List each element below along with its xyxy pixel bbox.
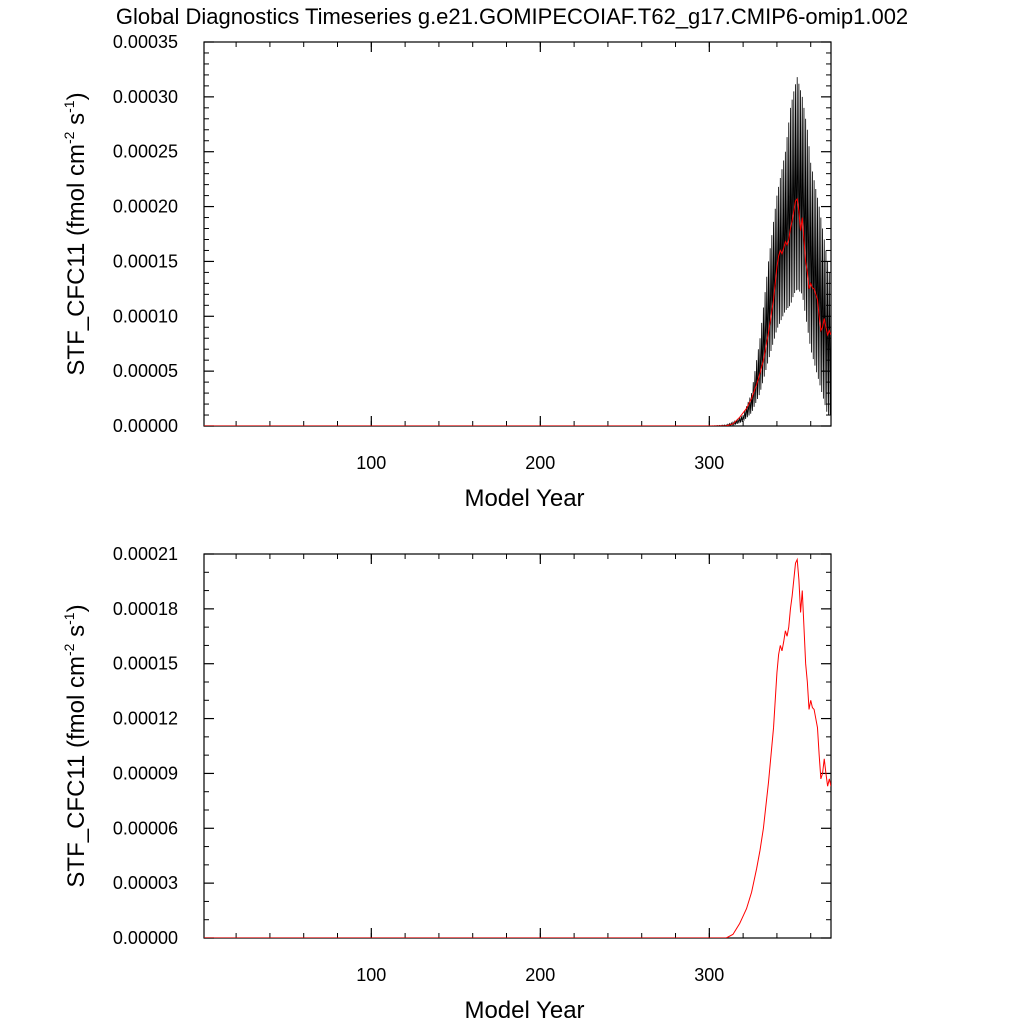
x-axis-title: Model Year [464, 997, 584, 1024]
bottom-plot: 100 200 300 0.00000 0.00003 0.00006 0.00009 0.0… [61, 544, 832, 1024]
y-tick-label: 0.00005 [113, 361, 178, 381]
y-tick-label: 0.00021 [113, 544, 178, 564]
y-tick-label: 0.00000 [113, 416, 178, 436]
annual-mean-series-line [204, 197, 831, 426]
y-tick-label: 0.00012 [113, 709, 178, 729]
plot-frame [203, 41, 832, 427]
y-axis-title: STF_CFC11 (fmol cm-2 s-1) [61, 604, 90, 887]
x-tick-label: 200 [525, 965, 555, 985]
annual-mean-series-line [204, 557, 831, 938]
x-tick-label: 300 [694, 965, 724, 985]
x-tick-label: 100 [356, 965, 386, 985]
x-tick-label: 100 [356, 453, 386, 473]
y-tick-label: 0.00009 [113, 763, 178, 783]
page-title: Global Diagnostics Timeseries g.e21.GOMI… [116, 4, 908, 29]
y-tick-label: 0.00018 [113, 599, 178, 619]
x-tick-label: 200 [525, 453, 555, 473]
y-tick-label: 0.00010 [113, 306, 178, 326]
x-axis-title: Model Year [464, 485, 584, 512]
y-tick-label: 0.00000 [113, 928, 178, 948]
y-tick-label: 0.00003 [113, 873, 178, 893]
y-tick-label: 0.00035 [113, 32, 178, 52]
x-tick-label: 300 [694, 453, 724, 473]
plot-frame [203, 553, 832, 939]
y-tick-label: 0.00015 [113, 251, 178, 271]
y-tick-label: 0.00015 [113, 654, 178, 674]
y-axis-title: STF_CFC11 (fmol cm-2 s-1) [61, 92, 90, 375]
top-plot: 100 200 300 0.00000 0.00005 0.00010 0.00015 0.0… [61, 32, 832, 512]
y-tick-label: 0.00030 [113, 87, 178, 107]
y-tick-label: 0.00020 [113, 197, 178, 217]
y-tick-label: 0.00025 [113, 142, 178, 162]
y-tick-label: 0.00006 [113, 818, 178, 838]
monthly-series-line [204, 77, 831, 426]
